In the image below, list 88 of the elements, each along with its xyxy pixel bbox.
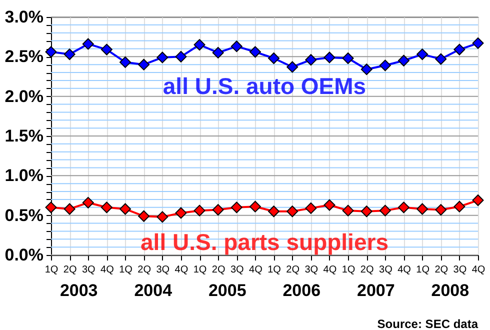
text: 2003 — [60, 281, 98, 300]
y-tick-label: 3.0% — [4, 8, 44, 26]
point — [398, 54, 410, 66]
y-tick-label: 2.5% — [4, 47, 44, 66]
x-tick-label: 4Q — [472, 264, 486, 276]
point — [230, 40, 242, 52]
point — [230, 202, 242, 214]
x-tick-label: 2Q — [212, 264, 226, 276]
point — [268, 206, 280, 218]
point — [398, 202, 410, 214]
point — [305, 54, 317, 66]
point — [100, 44, 112, 56]
point — [379, 60, 391, 72]
point — [286, 206, 298, 218]
point — [194, 204, 206, 216]
point — [120, 203, 132, 215]
point — [472, 37, 484, 49]
x-tick-label: 4Q — [323, 264, 337, 276]
point — [435, 53, 447, 65]
x-tick-label: 4Q — [249, 264, 263, 276]
text: 2007 — [356, 281, 395, 300]
point — [454, 200, 466, 212]
point — [454, 44, 466, 56]
point — [249, 46, 261, 58]
point — [156, 211, 168, 223]
point — [45, 202, 57, 214]
x-tick-label: 2Q — [286, 264, 300, 276]
point — [324, 199, 336, 211]
x-tick-label: 1Q — [342, 264, 356, 276]
x-tick-label: 2Q — [360, 264, 374, 276]
text: 2004 — [134, 281, 173, 300]
point — [82, 38, 94, 50]
x-tick-label: 1Q — [416, 264, 430, 276]
point — [212, 204, 224, 216]
point — [64, 48, 76, 60]
point — [64, 203, 76, 215]
point — [416, 203, 428, 215]
point — [175, 50, 187, 62]
point — [379, 204, 391, 216]
y-tick-label: 1.0% — [4, 166, 44, 186]
x-tick-label: 4Q — [398, 264, 412, 276]
point — [305, 202, 317, 214]
series-label: all U.S. auto OEMs — [162, 73, 366, 99]
source-note: Source: SEC data — [377, 317, 478, 330]
text: 2005 — [208, 281, 246, 300]
point — [156, 52, 168, 64]
point — [82, 196, 94, 208]
x-tick-label: 4Q — [174, 264, 188, 276]
point — [324, 52, 336, 64]
y-tick-label: 1.5% — [4, 126, 44, 146]
text: 2008 — [431, 281, 470, 300]
x-tick-label: 4Q — [100, 264, 114, 276]
x-tick-label: 1Q — [119, 264, 133, 276]
x-tick-label: 2Q — [138, 264, 152, 276]
point — [100, 202, 112, 214]
point — [138, 210, 150, 222]
point — [45, 46, 57, 58]
point — [212, 46, 224, 58]
point — [138, 58, 150, 70]
x-tick-label: 2Q — [63, 264, 77, 276]
point — [268, 52, 280, 64]
x-tick-label: 1Q — [193, 264, 207, 276]
x-tick-label: 1Q — [268, 264, 282, 276]
series-label: all U.S. parts suppliers — [140, 229, 388, 255]
point — [435, 204, 447, 216]
y-tick-label: 0.0% — [4, 246, 44, 264]
x-tick-label: 3Q — [156, 264, 170, 276]
point — [249, 200, 261, 212]
x-tick-label: 3Q — [304, 264, 318, 276]
y-tick-label: 2.0% — [4, 86, 44, 106]
x-tick-label: 1Q — [44, 264, 58, 276]
y-tick-label: 0.5% — [4, 206, 44, 225]
point — [416, 48, 428, 60]
x-tick-label: 2Q — [434, 264, 448, 276]
x-tick-label: 3Q — [82, 264, 96, 276]
text: 2006 — [282, 281, 321, 300]
point — [472, 194, 484, 206]
x-tick-label: 3Q — [453, 264, 467, 276]
point — [194, 39, 206, 51]
point — [286, 61, 298, 73]
x-tick-label: 3Q — [379, 264, 393, 276]
point — [360, 206, 372, 218]
point — [360, 64, 372, 76]
point — [175, 207, 187, 219]
point — [342, 52, 354, 64]
point — [342, 204, 354, 216]
x-tick-label: 3Q — [230, 264, 244, 276]
point — [120, 56, 132, 68]
